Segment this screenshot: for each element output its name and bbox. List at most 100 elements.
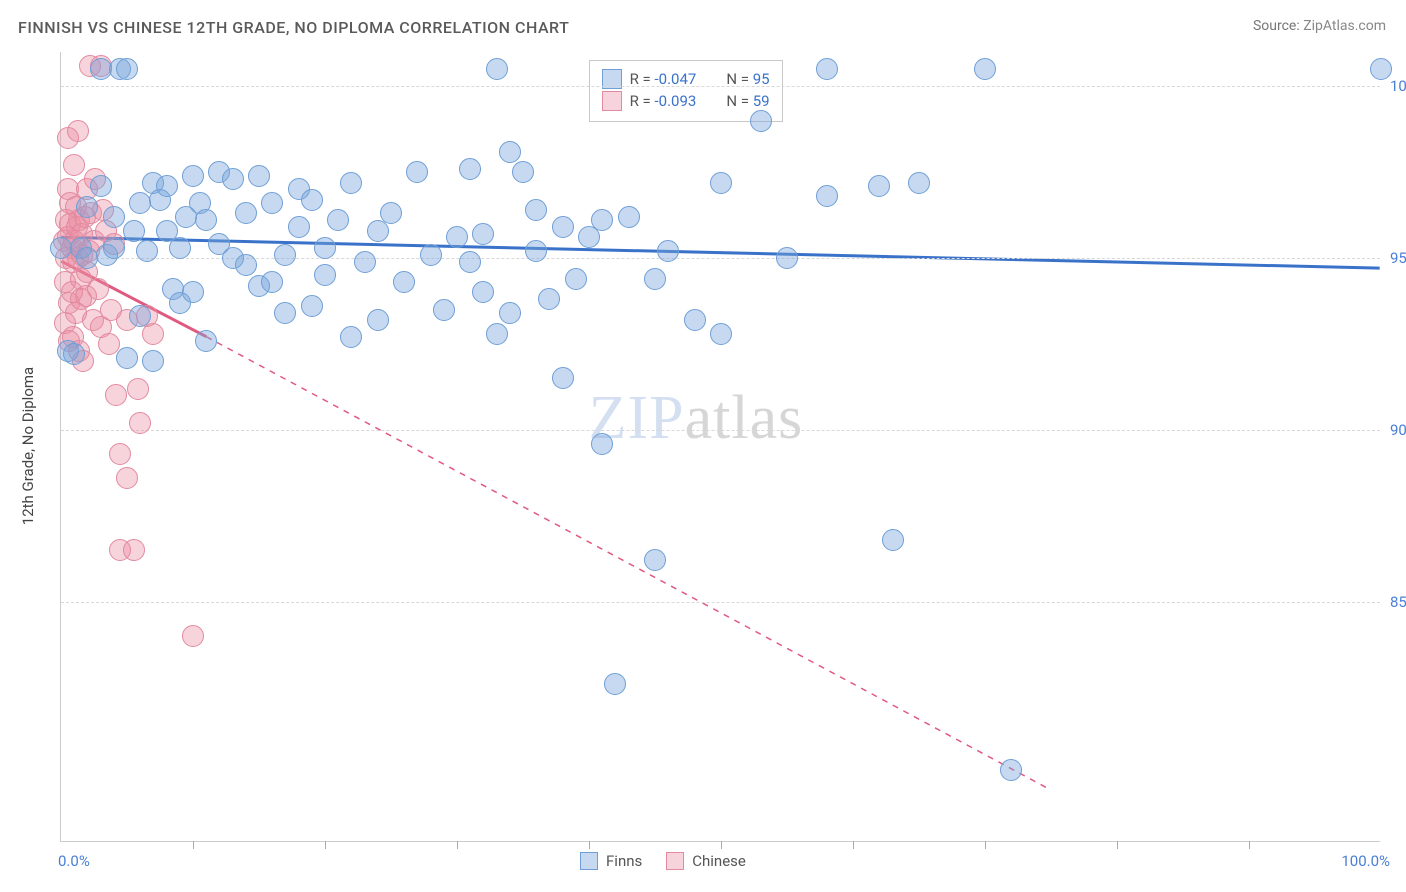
point-finns <box>974 58 996 80</box>
point-finns <box>552 367 574 389</box>
point-finns <box>274 302 296 324</box>
point-finns <box>472 223 494 245</box>
point-chinese <box>116 467 138 489</box>
point-finns <box>1000 759 1022 781</box>
point-finns <box>235 254 257 276</box>
gridline <box>61 86 1380 87</box>
point-finns <box>750 110 772 132</box>
gridline <box>61 258 1380 259</box>
point-finns <box>420 244 442 266</box>
point-finns <box>76 247 98 269</box>
point-finns <box>354 251 376 273</box>
point-finns <box>301 189 323 211</box>
point-finns <box>459 158 481 180</box>
point-finns <box>882 529 904 551</box>
y-tick-label: 95.0% <box>1390 249 1406 267</box>
point-finns <box>340 172 362 194</box>
point-finns <box>393 271 415 293</box>
stats-legend-row: R = -0.093N = 59 <box>602 91 770 111</box>
point-finns <box>710 172 732 194</box>
point-finns <box>525 199 547 221</box>
point-finns <box>684 309 706 331</box>
point-finns <box>618 206 640 228</box>
point-chinese <box>63 154 85 176</box>
gridline <box>61 430 1380 431</box>
legend-label: Finns <box>606 852 642 870</box>
x-tick <box>1249 841 1250 849</box>
point-finns <box>169 237 191 259</box>
source-label: Source: ZipAtlas.com <box>1253 18 1386 34</box>
point-finns <box>868 175 890 197</box>
chinese-swatch <box>602 91 622 111</box>
point-finns <box>274 244 296 266</box>
chinese-swatch <box>666 852 684 870</box>
plot-area: ZIPatlas R = -0.047N = 95R = -0.093N = 5… <box>60 52 1380 842</box>
point-finns <box>380 202 402 224</box>
point-finns <box>525 240 547 262</box>
source-link[interactable]: ZipAtlas.com <box>1303 18 1386 34</box>
point-finns <box>50 237 72 259</box>
series-legend: Finns Chinese <box>580 852 746 870</box>
legend-item: Chinese <box>666 852 746 870</box>
point-chinese <box>67 120 89 142</box>
point-finns <box>499 141 521 163</box>
point-finns <box>486 58 508 80</box>
point-finns <box>116 347 138 369</box>
point-finns <box>657 240 679 262</box>
point-finns <box>195 330 217 352</box>
point-finns <box>565 268 587 290</box>
chart-title: FINNISH VS CHINESE 12TH GRADE, NO DIPLOM… <box>18 18 569 37</box>
point-finns <box>367 309 389 331</box>
y-tick-label: 90.0% <box>1390 421 1406 439</box>
point-chinese <box>129 412 151 434</box>
point-finns <box>261 271 283 293</box>
point-finns <box>90 58 112 80</box>
point-finns <box>136 240 158 262</box>
x-tick <box>193 841 194 849</box>
legend-item: Finns <box>580 852 642 870</box>
gridline <box>61 602 1380 603</box>
watermark: ZIPatlas <box>589 383 804 454</box>
y-tick-label: 85.0% <box>1390 593 1406 611</box>
point-finns <box>499 302 521 324</box>
point-finns <box>90 175 112 197</box>
point-finns <box>156 175 178 197</box>
point-finns <box>816 185 838 207</box>
finns-swatch <box>580 852 598 870</box>
point-chinese <box>87 278 109 300</box>
x-axis-max-label: 100.0% <box>1341 852 1390 870</box>
y-axis-label: 12th Grade, No Diploma <box>19 367 37 525</box>
trend-line <box>206 337 1050 790</box>
point-chinese <box>127 378 149 400</box>
point-finns <box>433 299 455 321</box>
point-finns <box>288 216 310 238</box>
point-finns <box>116 58 138 80</box>
x-tick <box>985 841 986 849</box>
point-finns <box>301 295 323 317</box>
point-finns <box>340 326 362 348</box>
point-finns <box>103 206 125 228</box>
x-tick <box>457 841 458 849</box>
point-finns <box>76 196 98 218</box>
point-finns <box>129 192 151 214</box>
y-tick-label: 100.0% <box>1390 77 1406 95</box>
point-finns <box>591 209 613 231</box>
point-finns <box>129 305 151 327</box>
point-finns <box>472 281 494 303</box>
trend-line <box>61 237 1379 268</box>
point-finns <box>103 237 125 259</box>
point-finns <box>538 288 560 310</box>
point-chinese <box>182 625 204 647</box>
point-finns <box>710 323 732 345</box>
point-finns <box>604 673 626 695</box>
point-finns <box>816 58 838 80</box>
point-finns <box>644 549 666 571</box>
point-finns <box>235 202 257 224</box>
point-finns <box>512 161 534 183</box>
point-finns <box>552 216 574 238</box>
point-chinese <box>123 539 145 561</box>
point-finns <box>248 165 270 187</box>
point-finns <box>182 281 204 303</box>
x-axis-min-label: 0.0% <box>58 852 90 870</box>
point-chinese <box>109 443 131 465</box>
